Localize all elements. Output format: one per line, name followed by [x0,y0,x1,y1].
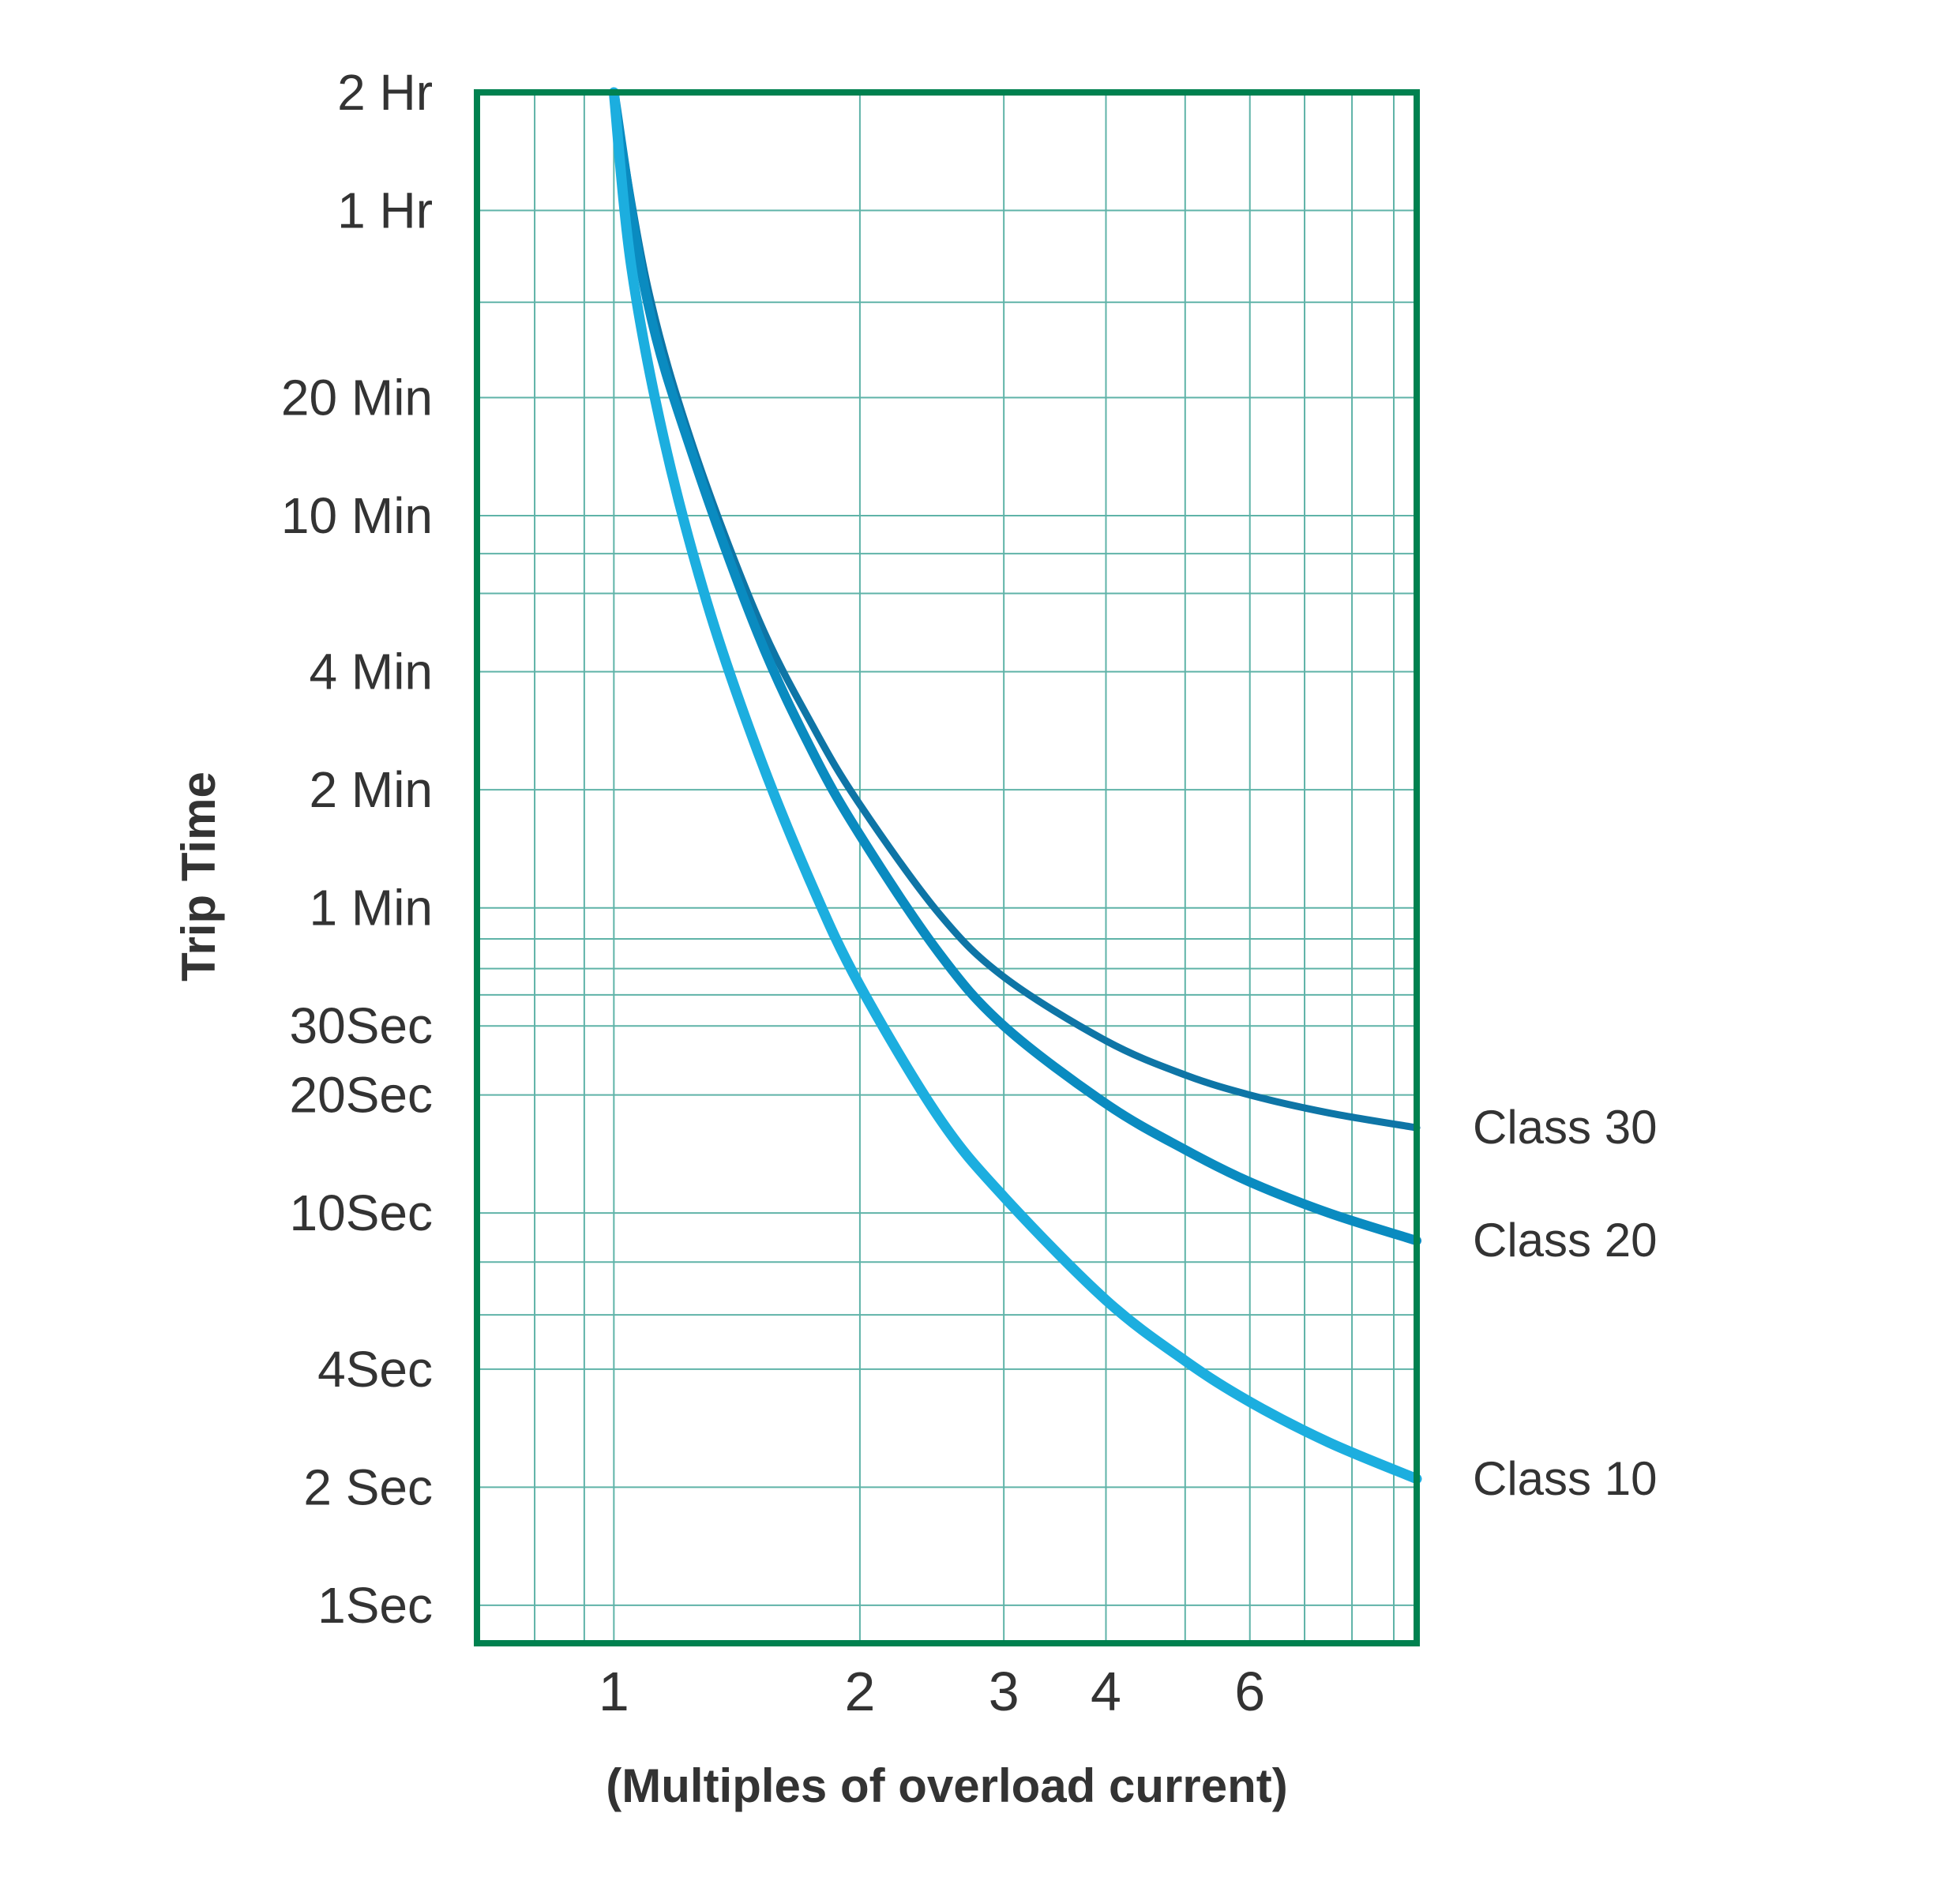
y-tick-label: 2 Min [310,761,434,818]
y-tick-label: 20Sec [290,1067,433,1124]
x-tick-label: 3 [989,1661,1019,1722]
y-tick-label: 1Sec [317,1577,433,1634]
series-label: Class 20 [1473,1214,1657,1267]
y-tick-label: 10 Min [281,487,433,544]
y-axis-title: Trip Time [172,771,225,982]
series-line-class-10 [608,87,1422,1485]
y-tick-label: 2 Sec [303,1458,433,1515]
y-tick-label: 4Sec [317,1341,433,1398]
x-gridlines [534,92,1395,1643]
y-tick-label: 1 Min [310,880,434,937]
x-tick-labels: 1 2 3 4 6 [599,1661,1265,1722]
series-labels: Class 30 Class 20 Class 10 [1473,1101,1657,1505]
x-tick-label: 4 [1091,1661,1121,1722]
y-tick-labels: 2 Hr 1 Hr 20 Min 10 Min 4 Min 2 Min 1 Min 30Sec… [281,64,433,1634]
x-tick-label: 6 [1234,1661,1265,1722]
y-tick-label: 1 Hr [337,182,433,239]
plot-frame [474,89,1420,1646]
series-lines [608,87,1422,1485]
series-label: Class 10 [1473,1452,1657,1505]
series-line-class-30 [610,88,1421,1132]
series-line-class-20 [609,88,1421,1246]
y-tick-label: 30Sec [290,997,433,1054]
y-gridlines [477,209,1417,1606]
y-tick-label: 10Sec [290,1184,433,1241]
x-tick-label: 2 [844,1661,875,1722]
y-tick-label: 2 Hr [337,64,433,121]
x-axis-title: (Multiples of overload current) [606,1759,1287,1812]
series-label: Class 30 [1473,1101,1657,1154]
y-tick-label: 20 Min [281,369,433,426]
y-tick-label: 4 Min [310,644,434,700]
x-tick-label: 1 [599,1661,629,1722]
